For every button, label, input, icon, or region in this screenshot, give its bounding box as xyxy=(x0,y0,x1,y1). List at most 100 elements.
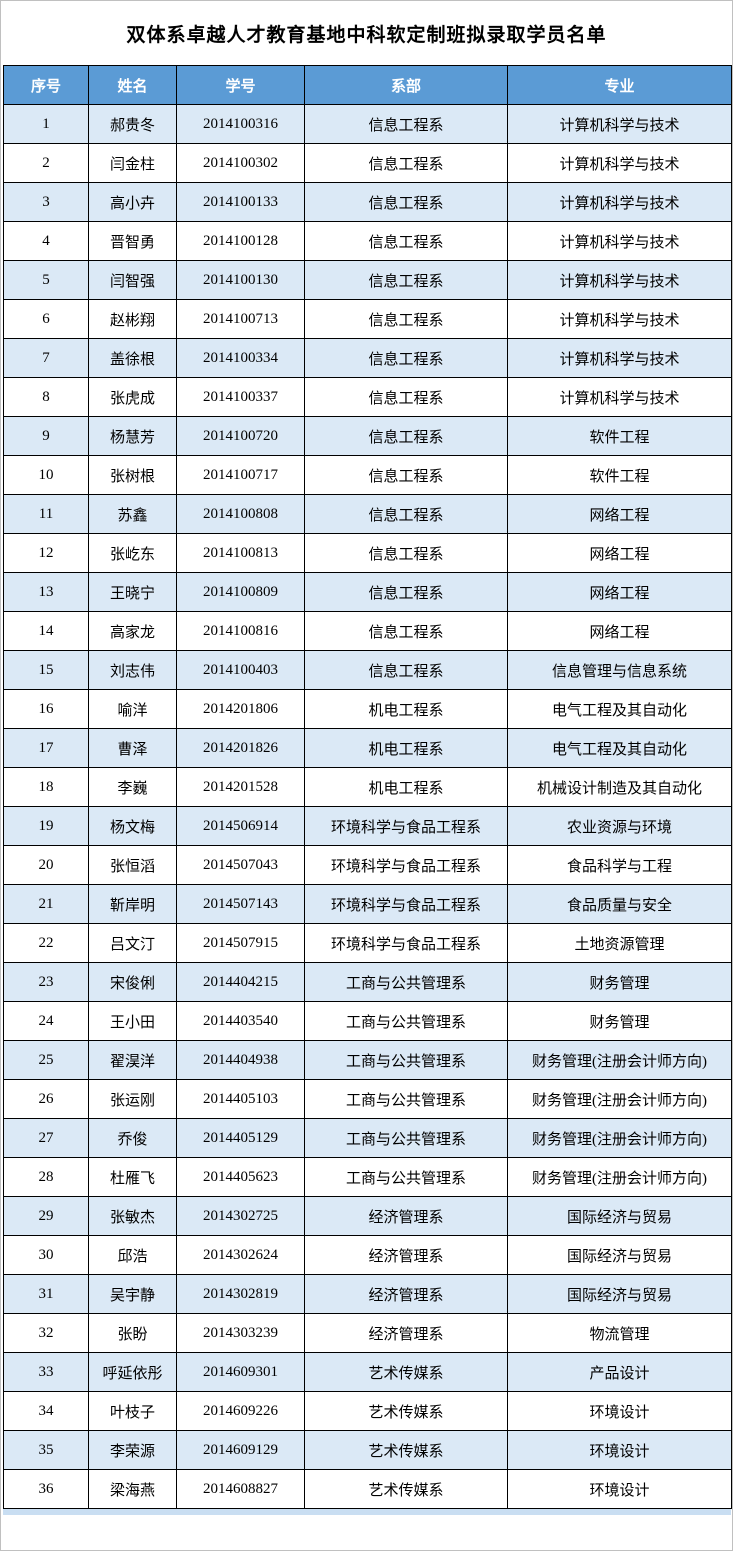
cell-serial: 35 xyxy=(3,1430,89,1470)
cell-name: 吕文汀 xyxy=(88,923,177,963)
table-row: 12 张屹东 2014100813 信息工程系 网络工程 xyxy=(3,533,732,573)
cell-student-id: 2014609129 xyxy=(176,1430,305,1470)
cell-major: 软件工程 xyxy=(507,455,732,495)
cell-major: 农业资源与环境 xyxy=(507,806,732,846)
table-row: 15 刘志伟 2014100403 信息工程系 信息管理与信息系统 xyxy=(3,650,732,690)
cell-student-id: 2014403540 xyxy=(176,1001,305,1041)
cell-serial: 30 xyxy=(3,1235,89,1275)
table-row: 11 苏鑫 2014100808 信息工程系 网络工程 xyxy=(3,494,732,534)
cell-name: 宋俊俐 xyxy=(88,962,177,1002)
cell-student-id: 2014201826 xyxy=(176,728,305,768)
cell-name: 张虎成 xyxy=(88,377,177,417)
cell-major: 产品设计 xyxy=(507,1352,732,1392)
cell-department: 信息工程系 xyxy=(304,221,508,261)
cell-serial: 24 xyxy=(3,1001,89,1041)
cell-major: 计算机科学与技术 xyxy=(507,182,732,222)
cell-name: 刘志伟 xyxy=(88,650,177,690)
cell-serial: 33 xyxy=(3,1352,89,1392)
cell-student-id: 2014100403 xyxy=(176,650,305,690)
cell-serial: 32 xyxy=(3,1313,89,1353)
cell-serial: 2 xyxy=(3,143,89,183)
cell-major: 信息管理与信息系统 xyxy=(507,650,732,690)
cell-name: 郝贵冬 xyxy=(88,104,177,144)
table-row: 5 闫智强 2014100130 信息工程系 计算机科学与技术 xyxy=(3,260,732,300)
cell-name: 王小田 xyxy=(88,1001,177,1041)
cell-department: 经济管理系 xyxy=(304,1235,508,1275)
cell-department: 信息工程系 xyxy=(304,572,508,612)
cell-serial: 11 xyxy=(3,494,89,534)
cell-serial: 21 xyxy=(3,884,89,924)
cell-name: 苏鑫 xyxy=(88,494,177,534)
cell-major: 网络工程 xyxy=(507,533,732,573)
cell-major: 电气工程及其自动化 xyxy=(507,728,732,768)
cell-serial: 31 xyxy=(3,1274,89,1314)
cell-student-id: 2014302624 xyxy=(176,1235,305,1275)
cell-student-id: 2014100717 xyxy=(176,455,305,495)
cell-student-id: 2014507915 xyxy=(176,923,305,963)
cell-major: 国际经济与贸易 xyxy=(507,1235,732,1275)
cell-name: 王晓宁 xyxy=(88,572,177,612)
cell-major: 土地资源管理 xyxy=(507,923,732,963)
cell-serial: 14 xyxy=(3,611,89,651)
cell-name: 张恒滔 xyxy=(88,845,177,885)
cell-student-id: 2014201806 xyxy=(176,689,305,729)
table-row: 35 李荣源 2014609129 艺术传媒系 环境设计 xyxy=(3,1430,732,1470)
cell-student-id: 2014405103 xyxy=(176,1079,305,1119)
cell-serial: 12 xyxy=(3,533,89,573)
cell-student-id: 2014100720 xyxy=(176,416,305,456)
cell-name: 杨文梅 xyxy=(88,806,177,846)
table-row: 32 张盼 2014303239 经济管理系 物流管理 xyxy=(3,1313,732,1353)
cell-department: 机电工程系 xyxy=(304,689,508,729)
table-row: 27 乔俊 2014405129 工商与公共管理系 财务管理(注册会计师方向) xyxy=(3,1118,732,1158)
cell-major: 计算机科学与技术 xyxy=(507,338,732,378)
cell-name: 喻洋 xyxy=(88,689,177,729)
table-row: 30 邱浩 2014302624 经济管理系 国际经济与贸易 xyxy=(3,1235,732,1275)
cell-student-id: 2014405129 xyxy=(176,1118,305,1158)
cell-department: 信息工程系 xyxy=(304,416,508,456)
cell-department: 信息工程系 xyxy=(304,299,508,339)
cell-name: 张屹东 xyxy=(88,533,177,573)
cell-major: 财务管理(注册会计师方向) xyxy=(507,1040,732,1080)
cell-department: 环境科学与食品工程系 xyxy=(304,845,508,885)
cell-name: 翟淏洋 xyxy=(88,1040,177,1080)
cell-name: 乔俊 xyxy=(88,1118,177,1158)
cell-major: 计算机科学与技术 xyxy=(507,104,732,144)
cell-serial: 22 xyxy=(3,923,89,963)
cell-student-id: 2014100128 xyxy=(176,221,305,261)
cell-name: 呼延依彤 xyxy=(88,1352,177,1392)
cell-name: 李荣源 xyxy=(88,1430,177,1470)
cell-major: 网络工程 xyxy=(507,494,732,534)
cell-serial: 18 xyxy=(3,767,89,807)
cell-department: 环境科学与食品工程系 xyxy=(304,884,508,924)
column-header-serial: 序号 xyxy=(3,65,89,105)
cell-student-id: 2014507143 xyxy=(176,884,305,924)
cell-major: 计算机科学与技术 xyxy=(507,143,732,183)
cell-department: 信息工程系 xyxy=(304,338,508,378)
cell-serial: 9 xyxy=(3,416,89,456)
cell-student-id: 2014404938 xyxy=(176,1040,305,1080)
cell-name: 闫智强 xyxy=(88,260,177,300)
cell-department: 工商与公共管理系 xyxy=(304,1079,508,1119)
cell-serial: 25 xyxy=(3,1040,89,1080)
table-row: 9 杨慧芳 2014100720 信息工程系 软件工程 xyxy=(3,416,732,456)
table-body: 1 郝贵冬 2014100316 信息工程系 计算机科学与技术 2 闫金柱 201410030… xyxy=(3,104,732,1509)
table-row: 23 宋俊俐 2014404215 工商与公共管理系 财务管理 xyxy=(3,962,732,1002)
table-row: 29 张敏杰 2014302725 经济管理系 国际经济与贸易 xyxy=(3,1196,732,1236)
cell-student-id: 2014303239 xyxy=(176,1313,305,1353)
cell-student-id: 2014100808 xyxy=(176,494,305,534)
cell-name: 梁海燕 xyxy=(88,1469,177,1509)
table-row: 25 翟淏洋 2014404938 工商与公共管理系 财务管理(注册会计师方向) xyxy=(3,1040,732,1080)
cell-serial: 4 xyxy=(3,221,89,261)
cell-department: 机电工程系 xyxy=(304,767,508,807)
cell-student-id: 2014302819 xyxy=(176,1274,305,1314)
cell-student-id: 2014100713 xyxy=(176,299,305,339)
cell-department: 工商与公共管理系 xyxy=(304,1001,508,1041)
cell-student-id: 2014609226 xyxy=(176,1391,305,1431)
cell-serial: 23 xyxy=(3,962,89,1002)
cell-serial: 8 xyxy=(3,377,89,417)
cell-department: 经济管理系 xyxy=(304,1274,508,1314)
cell-department: 艺术传媒系 xyxy=(304,1391,508,1431)
table-row: 3 高小卉 2014100133 信息工程系 计算机科学与技术 xyxy=(3,182,732,222)
cell-department: 艺术传媒系 xyxy=(304,1430,508,1470)
cell-name: 叶枝子 xyxy=(88,1391,177,1431)
